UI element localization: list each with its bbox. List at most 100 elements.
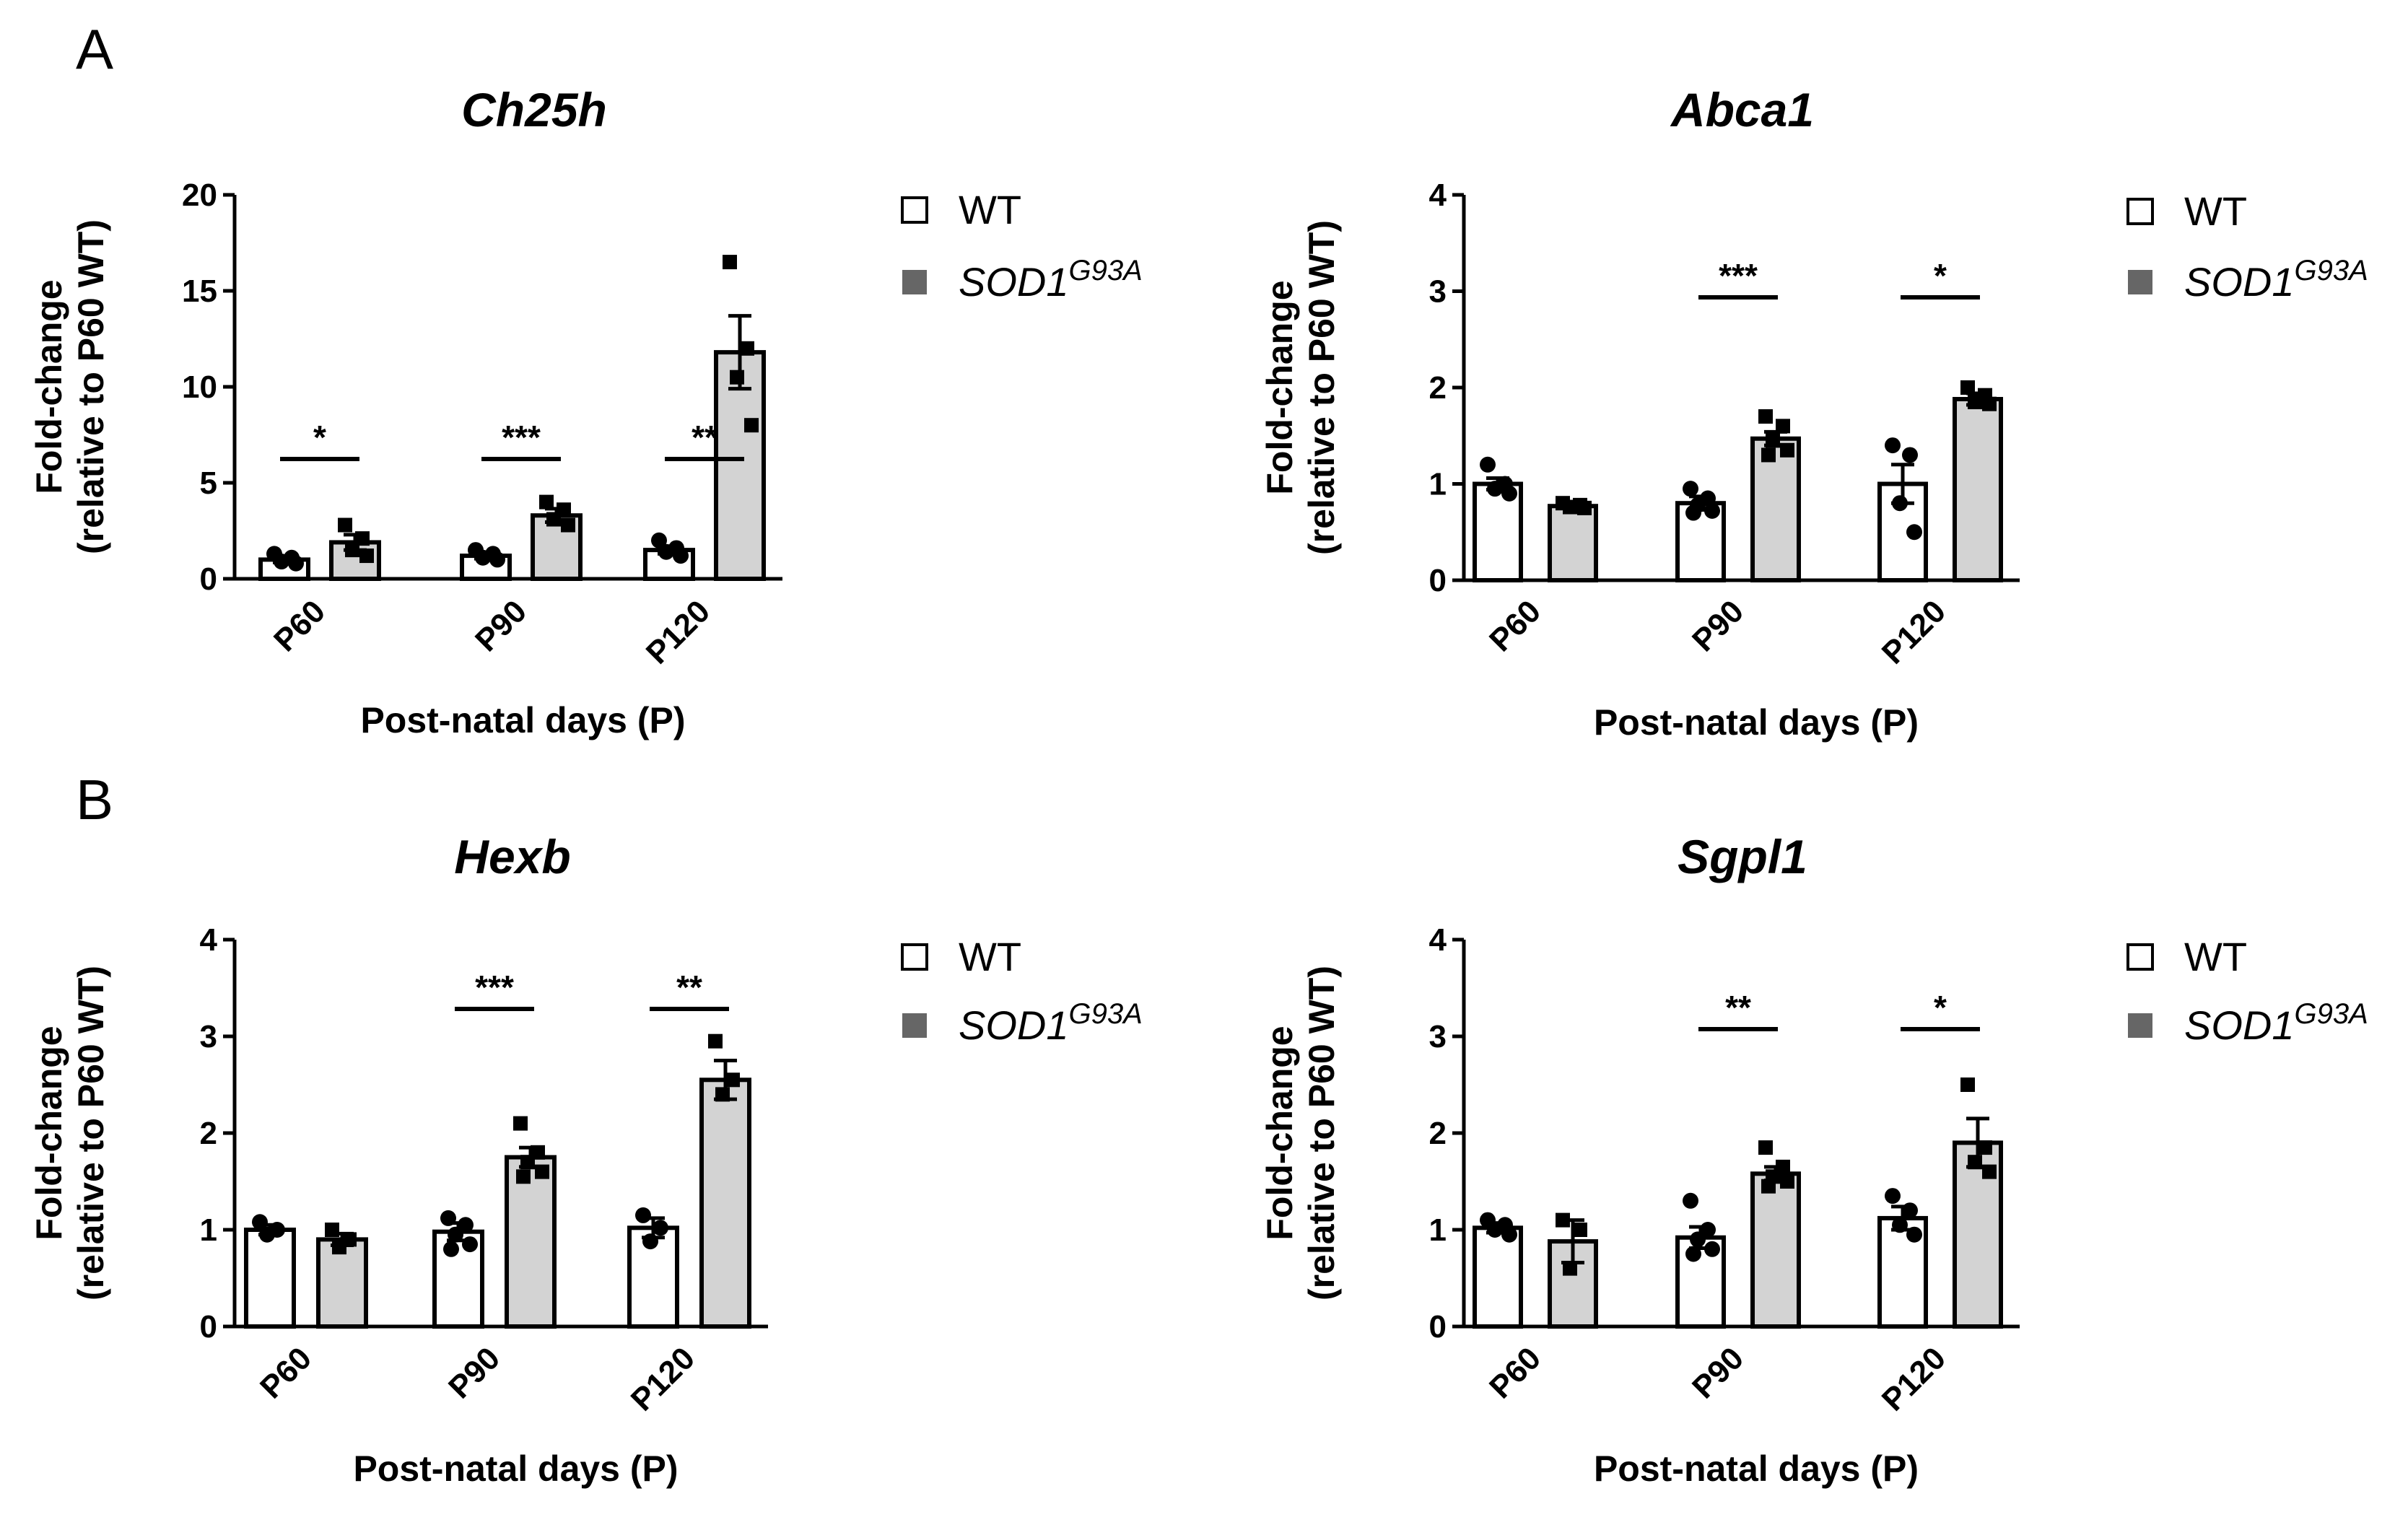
- significance-label: **: [676, 969, 702, 1006]
- data-point-sod1: [1758, 1140, 1773, 1155]
- y-tick-label: 10: [182, 370, 217, 405]
- data-point-sod1: [1960, 1077, 1975, 1092]
- y-axis-label-line2: (relative to P60 WT): [71, 219, 111, 554]
- y-tick-label: 3: [200, 1019, 217, 1054]
- x-tick-label: P60: [267, 593, 332, 658]
- bar-sod1: [1750, 1171, 1801, 1329]
- panel-label-b: B: [76, 768, 113, 831]
- y-tick-label: 3: [1429, 1019, 1447, 1054]
- data-point-wt: [1906, 524, 1922, 541]
- data-point-wt: [252, 1214, 268, 1230]
- data-point-sod1: [1780, 442, 1794, 458]
- data-point-wt: [658, 543, 674, 560]
- legend: WT SOD1G93A: [2126, 188, 2368, 305]
- data-point-sod1: [1761, 1179, 1776, 1194]
- data-point-wt: [1690, 1231, 1706, 1248]
- y-axis-label-line2: (relative to P60 WT): [71, 966, 111, 1300]
- legend-swatch-sod1: [902, 270, 927, 294]
- legend-swatch-wt: [901, 943, 928, 971]
- data-point-wt: [475, 549, 491, 566]
- bar-sod1: [699, 1077, 751, 1329]
- data-point-wt: [288, 555, 304, 572]
- data-point-wt: [1480, 456, 1496, 473]
- data-point-wt: [1487, 481, 1503, 497]
- data-point-wt: [440, 1210, 456, 1226]
- data-point-wt: [1892, 1217, 1908, 1233]
- data-point-sod1: [520, 1155, 535, 1170]
- y-tick-label: 0: [1429, 1309, 1447, 1345]
- data-point-wt: [635, 1207, 651, 1223]
- y-axis-label-line1: Fold-change: [29, 279, 69, 494]
- data-point-wt: [673, 548, 689, 564]
- legend-label-wt: WT: [959, 187, 1021, 232]
- data-point-wt: [1704, 502, 1720, 519]
- data-point-wt: [1885, 437, 1901, 454]
- y-tick-label: 4: [1429, 922, 1447, 958]
- data-point-sod1: [1978, 1140, 1992, 1155]
- y-axis-label-line1: Fold-change: [1260, 280, 1300, 494]
- data-point-wt: [1700, 1222, 1716, 1238]
- data-point-sod1: [1563, 1261, 1577, 1276]
- legend-swatch-wt: [2126, 943, 2154, 971]
- data-point-sod1: [1577, 500, 1592, 515]
- data-point-sod1: [1556, 1212, 1570, 1228]
- data-point-sod1: [546, 512, 561, 527]
- data-point-sod1: [345, 543, 359, 558]
- x-tick-label: P60: [253, 1340, 318, 1405]
- chart-title: Hexb: [454, 830, 570, 883]
- x-tick-label: P90: [468, 593, 533, 658]
- legend-label-sod1-superscript: G93A: [1069, 998, 1143, 1030]
- chart-0: Ch25h 0 5 10 15 20 Fold-change(relative to P60…: [29, 83, 1143, 740]
- x-tick-label: P120: [1875, 1340, 1953, 1417]
- data-point-sod1: [730, 370, 744, 385]
- data-point-sod1: [535, 1164, 549, 1179]
- data-point-sod1: [1761, 447, 1776, 463]
- bar-sod1: [1953, 397, 2003, 583]
- x-axis-label: Post-natal days (P): [1594, 1448, 1919, 1489]
- legend-label-sod1-base: SOD1: [959, 1002, 1069, 1048]
- data-point-wt: [1685, 504, 1701, 521]
- significance-label: *: [1934, 257, 1947, 294]
- x-axis-label: Post-natal days (P): [360, 700, 685, 740]
- x-tick-label: P60: [1483, 1340, 1548, 1405]
- legend-label-sod1-base: SOD1: [2184, 1002, 2295, 1048]
- y-axis-label: Fold-change(relative to P60 WT): [29, 966, 111, 1300]
- data-point-wt: [458, 1217, 474, 1233]
- x-axis-label: Post-natal days (P): [353, 1448, 678, 1489]
- data-point-wt: [1902, 447, 1918, 463]
- data-point-wt: [1683, 481, 1698, 497]
- legend-label-wt: WT: [959, 934, 1021, 979]
- legend-label-sod1-base: SOD1: [959, 259, 1069, 305]
- data-point-sod1: [1968, 395, 1982, 410]
- y-tick-label: 2: [1429, 370, 1447, 406]
- x-tick-label: P60: [1483, 593, 1548, 658]
- y-tick-label: 0: [200, 1309, 217, 1345]
- y-tick-label: 5: [200, 465, 217, 501]
- significance-label: ***: [475, 969, 514, 1006]
- data-point-sod1: [1766, 433, 1780, 448]
- legend-label-sod1: SOD1G93A: [959, 998, 1143, 1048]
- x-axis-label: Post-natal days (P): [1594, 702, 1919, 743]
- significance-label: ***: [1719, 257, 1758, 294]
- y-axis-label-line2: (relative to P60 WT): [1301, 966, 1342, 1300]
- bar-wt: [1473, 1225, 1523, 1329]
- bar-wt: [244, 1228, 296, 1329]
- bar-sod1: [505, 1155, 557, 1329]
- y-axis-label-line1: Fold-change: [1260, 1026, 1300, 1240]
- data-point-sod1: [1563, 499, 1577, 515]
- data-point-sod1: [744, 418, 759, 433]
- y-tick-label: 3: [1429, 274, 1447, 310]
- chart-title: Abca1: [1670, 83, 1814, 136]
- y-tick-label: 2: [1429, 1116, 1447, 1151]
- legend-swatch-wt: [901, 196, 928, 224]
- data-point-sod1: [332, 1240, 346, 1255]
- data-point-wt: [448, 1226, 463, 1243]
- data-point-sod1: [1968, 1155, 1982, 1170]
- x-tick-label: P90: [442, 1340, 507, 1405]
- y-axis-label: Fold-change(relative to P60 WT): [1260, 966, 1342, 1300]
- data-point-wt: [653, 1220, 668, 1236]
- data-point-sod1: [1960, 380, 1975, 395]
- data-point-sod1: [513, 1116, 528, 1131]
